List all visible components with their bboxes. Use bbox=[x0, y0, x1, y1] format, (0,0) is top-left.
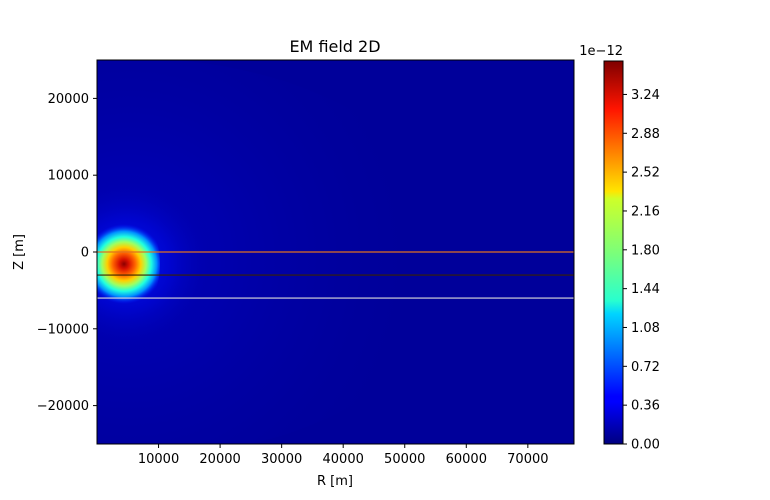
x-tick-label: 50000 bbox=[384, 452, 425, 467]
x-tick-label: 60000 bbox=[446, 452, 487, 467]
colorbar-tick-label: 1.44 bbox=[631, 282, 660, 297]
y-tick-label: −10000 bbox=[37, 322, 89, 337]
colorbar-tick-label: 2.52 bbox=[631, 166, 660, 181]
colorbar-tick-label: 2.16 bbox=[631, 204, 660, 219]
colorbar-tick-label: 1.80 bbox=[631, 243, 660, 258]
colorbar-tick-label: 0.36 bbox=[631, 399, 660, 414]
heatmap-field bbox=[97, 60, 574, 444]
colorbar-scale-label: 1e−12 bbox=[579, 44, 623, 59]
colorbar-tick-label: 0.72 bbox=[631, 360, 660, 375]
y-tick-label: 10000 bbox=[48, 169, 89, 184]
field-hotspot bbox=[97, 208, 160, 320]
colorbar-tick-label: 2.88 bbox=[631, 127, 660, 142]
colorbar: 0.00 0.36 0.72 1.08 1.44 1.80 2.16 2.52 2.88 3.24… bbox=[579, 44, 660, 453]
colorbar-tick-label: 1.08 bbox=[631, 321, 660, 336]
colorbar-tick-label: 3.24 bbox=[631, 88, 660, 103]
colorbar-tick-label: 0.00 bbox=[631, 438, 660, 453]
x-tick-label: 40000 bbox=[323, 452, 364, 467]
x-axis-label: R [m] bbox=[317, 474, 353, 489]
colorbar-gradient bbox=[604, 61, 623, 444]
x-axis-ticks: 10000 20000 30000 40000 50000 60000 70000 bbox=[138, 444, 549, 467]
y-tick-label: 0 bbox=[81, 246, 89, 261]
y-axis-ticks: 20000 10000 0 −10000 −20000 bbox=[37, 92, 97, 414]
y-tick-label: −20000 bbox=[37, 399, 89, 414]
y-tick-label: 20000 bbox=[48, 92, 89, 107]
x-tick-label: 30000 bbox=[261, 452, 302, 467]
x-tick-label: 70000 bbox=[507, 452, 548, 467]
chart-title: EM field 2D bbox=[289, 37, 380, 56]
horizontal-lines bbox=[97, 251, 574, 299]
colorbar-frame bbox=[603, 60, 624, 445]
y-axis-label: Z [m] bbox=[12, 234, 27, 270]
x-tick-label: 10000 bbox=[138, 452, 179, 467]
colorbar-ticks: 0.00 0.36 0.72 1.08 1.44 1.80 2.16 2.52 2.88 3.24 bbox=[623, 88, 660, 453]
x-tick-label: 20000 bbox=[199, 452, 240, 467]
